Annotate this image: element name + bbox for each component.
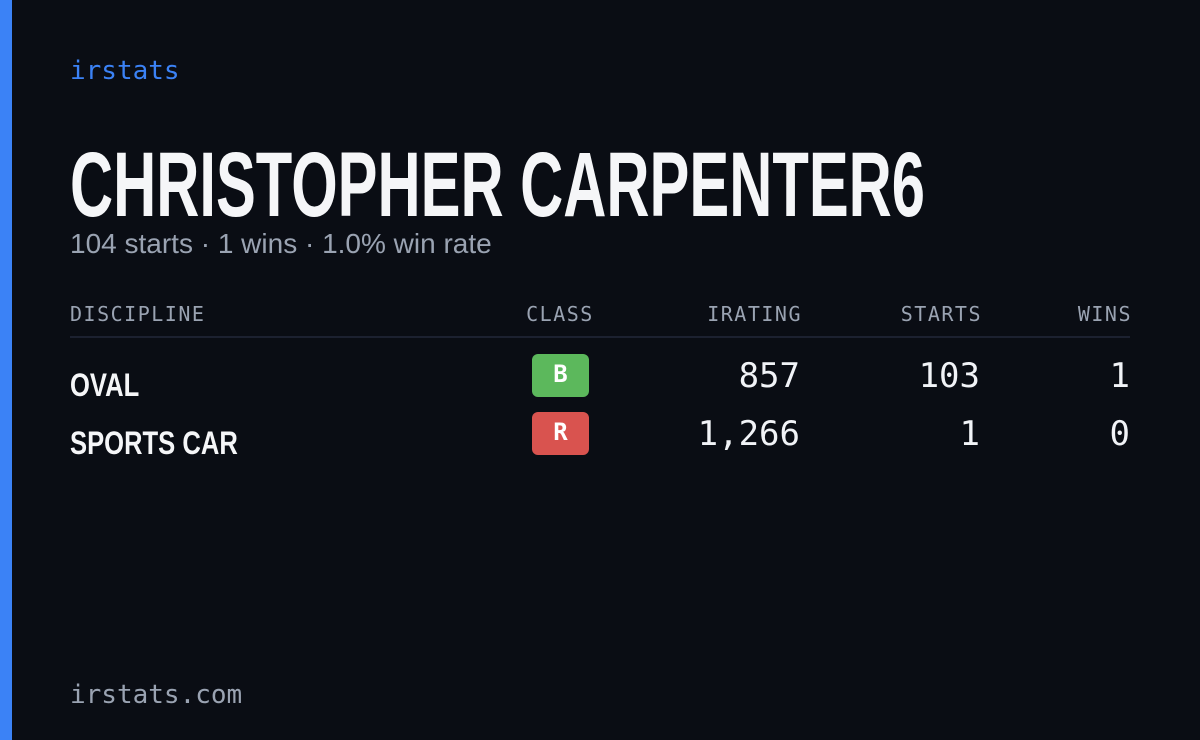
discipline-svg: OVAL	[70, 367, 139, 403]
irating: 1,266	[697, 414, 800, 454]
wins: 1	[1109, 356, 1130, 396]
irating: 857	[738, 356, 800, 396]
wins: 0	[1109, 414, 1130, 454]
discipline: OVAL	[70, 367, 139, 403]
header-cell: CLASS	[526, 302, 594, 326]
class-badge: R	[532, 412, 589, 455]
header-cell: WINS	[1077, 302, 1132, 326]
brand: irstats	[70, 56, 180, 86]
class-badge: B	[532, 354, 589, 397]
player-name: CHRISTOPHER CARPENTER6	[70, 134, 925, 230]
header-cell: IRATING	[707, 302, 802, 326]
starts: 1	[959, 414, 980, 454]
header-cell: STARTS	[900, 302, 982, 326]
header-cell: DISCIPLINE	[70, 302, 206, 326]
name-svg: CHRISTOPHER CARPENTER6	[70, 134, 925, 230]
discipline-svg: SPORTS CAR	[70, 425, 238, 461]
summary: 104 starts · 1 wins · 1.0% win rate	[70, 228, 492, 259]
footer: irstats.com	[70, 680, 243, 710]
discipline: SPORTS CAR	[70, 425, 238, 461]
starts: 103	[918, 356, 980, 396]
divider	[70, 336, 1130, 338]
accent-bar	[0, 0, 12, 740]
